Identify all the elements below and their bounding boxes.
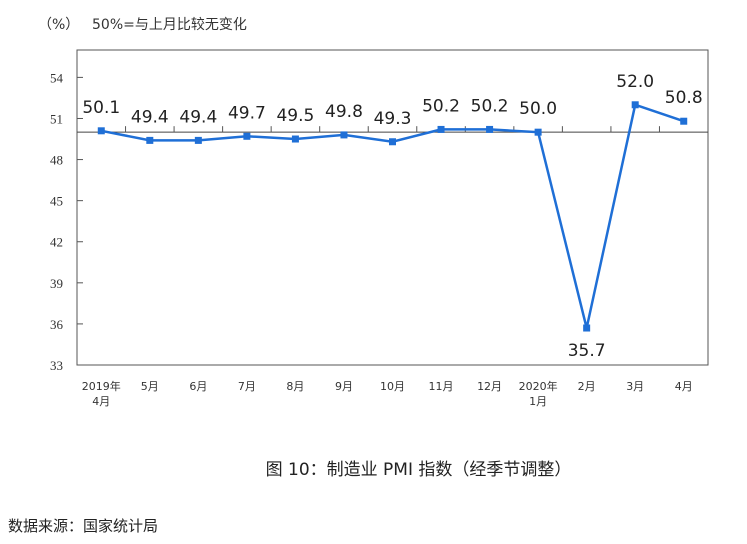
data-point (146, 136, 154, 144)
x-tick-label: 3月 (626, 380, 644, 393)
x-tick-label: 9月 (335, 380, 353, 393)
x-tick-label: 12月 (477, 380, 502, 393)
data-point (583, 324, 591, 332)
data-point (437, 125, 445, 133)
x-tick-label: 11月 (429, 380, 454, 393)
data-label: 50.0 (519, 99, 557, 119)
plot-frame (76, 49, 709, 366)
y-tick-label: 48 (50, 153, 63, 168)
data-point (389, 138, 396, 146)
data-label: 52.0 (616, 72, 654, 92)
x-tick-label: 2月 (578, 380, 596, 393)
y-unit-label: （%） (38, 17, 80, 33)
y-tick-label: 39 (50, 276, 63, 291)
data-point (194, 136, 202, 144)
x-tick-label: 2020年 (519, 379, 558, 393)
y-tick-label: 36 (50, 317, 64, 332)
data-label: 49.4 (179, 107, 217, 127)
data-point (680, 117, 688, 125)
y-tick-label: 45 (50, 194, 63, 209)
chart-note: 50%=与上月比较无变化 (92, 17, 247, 33)
data-point (340, 131, 348, 139)
data-point (534, 128, 542, 136)
data-label: 49.8 (325, 102, 363, 122)
x-tick-label: 2019年 (82, 379, 121, 393)
data-point (486, 125, 494, 133)
data-label: 49.5 (276, 106, 314, 126)
x-tick-label: 4月 (92, 395, 110, 408)
line-chart: 33 36 39 42 45 48 51 54 2019年 4月 5月 6月 7月 8月 9月 10月 11月 1… (50, 49, 709, 408)
x-tick-label: 8月 (286, 380, 304, 393)
data-point (97, 127, 105, 135)
data-label: 35.7 (568, 341, 606, 361)
data-source: 数据来源：国家统计局 (8, 517, 159, 535)
data-label: 49.7 (228, 103, 266, 123)
x-tick-label: 1月 (529, 395, 547, 408)
data-label: 50.2 (422, 96, 460, 116)
x-tick-label: 4月 (675, 380, 693, 393)
x-tick-label: 10月 (380, 380, 405, 393)
data-point (243, 132, 251, 140)
chart-title: 图 10：制造业 PMI 指数（经季节调整） (265, 460, 572, 480)
data-label: 50.2 (471, 96, 509, 116)
data-label: 49.4 (131, 107, 169, 127)
y-tick-label: 54 (50, 70, 64, 85)
x-tick-label: 6月 (189, 380, 207, 393)
y-tick-label: 51 (50, 111, 63, 126)
x-tick-label: 7月 (238, 380, 256, 393)
data-label: 50.8 (665, 88, 703, 108)
y-tick-label: 42 (50, 235, 63, 250)
y-tick-label: 33 (50, 358, 63, 373)
data-point (631, 101, 639, 109)
data-label: 50.1 (82, 98, 120, 118)
data-label: 49.3 (374, 109, 412, 129)
x-tick-label: 5月 (141, 380, 159, 393)
data-point (291, 135, 299, 143)
